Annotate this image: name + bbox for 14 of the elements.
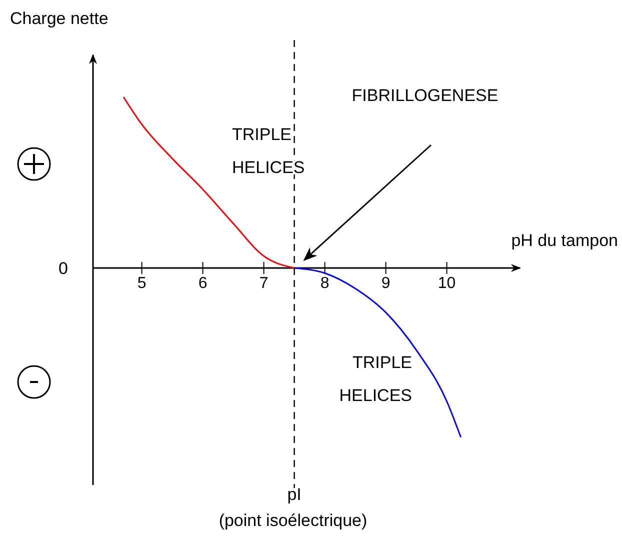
ref-line-label: pI	[287, 485, 302, 504]
annotation: TRIPLE HELICES	[339, 353, 412, 405]
text: (point isoélectrique)	[218, 511, 368, 530]
x-tick-label: 5	[137, 275, 146, 292]
x-axis-title: pH du tampon	[511, 231, 618, 250]
y-axis-title: Charge nette	[10, 9, 108, 28]
annotation: FIBRILLOGENESE	[352, 86, 498, 105]
x-tick-label: 10	[438, 275, 456, 292]
x-tick-label: 9	[381, 275, 390, 292]
x-tick-label: 6	[198, 275, 208, 292]
x-tick-label: 8	[320, 275, 330, 292]
annotation: TRIPLE HELICES	[232, 125, 305, 177]
x-tick-label: 7	[259, 275, 268, 292]
text: 0	[58, 259, 68, 278]
